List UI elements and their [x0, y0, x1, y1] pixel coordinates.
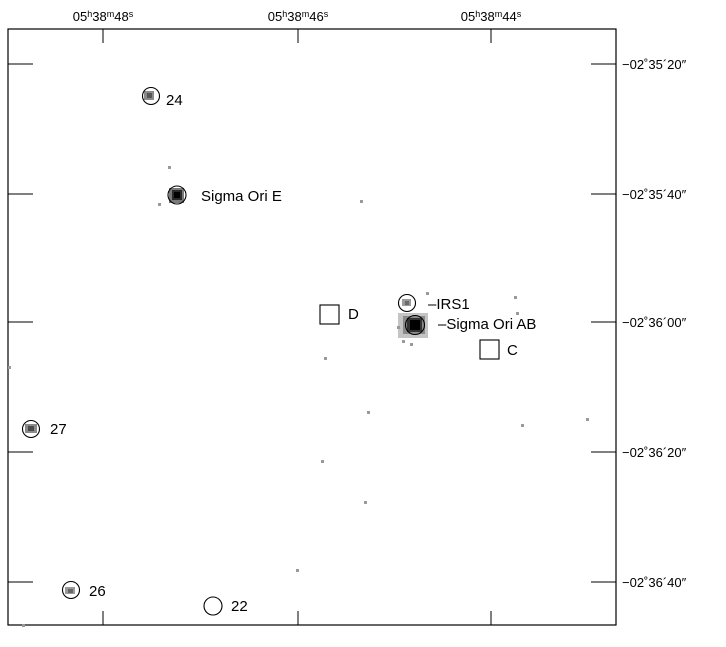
- circle-marker: [61, 580, 81, 600]
- dec-tick-label-5: −02˚36´40″: [622, 575, 687, 590]
- dec-ticks-left: [8, 63, 33, 583]
- circle-marker: [141, 86, 161, 106]
- object-24[interactable]: 24: [141, 86, 183, 110]
- object-26[interactable]: 26: [61, 580, 106, 601]
- circle-marker: [167, 185, 187, 205]
- dec-ticks-right: [591, 63, 616, 583]
- circle-marker: [397, 293, 417, 313]
- object-27[interactable]: 27: [21, 419, 67, 439]
- object-sigma-ori-e[interactable]: Sigma Ori E: [167, 185, 282, 205]
- background-pixels: [8, 166, 589, 627]
- object-label-sigma-ori-ab: –Sigma Ori AB: [438, 316, 536, 333]
- circle-marker: [21, 419, 41, 439]
- square-marker: [479, 339, 500, 360]
- object-label-irs1: –IRS1: [428, 296, 470, 313]
- plot-frame: [7, 28, 617, 626]
- object-label-27: 27: [50, 421, 67, 438]
- dec-tick-label-3: −02˚36´00″: [622, 315, 687, 330]
- object-label-sigma-ori-e: Sigma Ori E: [201, 188, 282, 205]
- ra-tick-labels: 05h38m48s 05h38m46s 05h38m44s: [73, 9, 522, 24]
- dec-tick-labels: −02˚35´20″ −02˚35´40″ −02˚36´00″ −02˚36´…: [622, 57, 687, 590]
- object-label-26: 26: [89, 583, 106, 600]
- object-label-22: 22: [231, 598, 248, 615]
- object-d[interactable]: D: [319, 304, 359, 325]
- ra-tick-label-1: 05h38m48s: [73, 9, 134, 24]
- dec-tick-label-2: −02˚35´40″: [622, 187, 687, 202]
- circle-marker: [203, 596, 223, 616]
- object-c[interactable]: C: [479, 339, 518, 360]
- object-22[interactable]: 22: [203, 596, 248, 616]
- ra-ticks-top: [102, 29, 492, 43]
- dec-tick-label-1: −02˚35´20″: [622, 57, 687, 72]
- object-label-d: D: [348, 306, 359, 323]
- circle-marker: [404, 314, 426, 336]
- object-label-24: 24: [166, 92, 183, 109]
- object-sigma-ori-ab[interactable]: –Sigma Ori AB: [397, 313, 536, 346]
- square-marker: [319, 304, 340, 325]
- ra-tick-label-3: 05h38m44s: [461, 9, 522, 24]
- dec-tick-label-4: −02˚36´20″: [622, 445, 687, 460]
- ra-tick-label-2: 05h38m46s: [268, 9, 329, 24]
- object-irs1[interactable]: –IRS1: [397, 293, 470, 314]
- ra-ticks-bottom: [102, 611, 492, 625]
- object-label-c: C: [507, 342, 518, 359]
